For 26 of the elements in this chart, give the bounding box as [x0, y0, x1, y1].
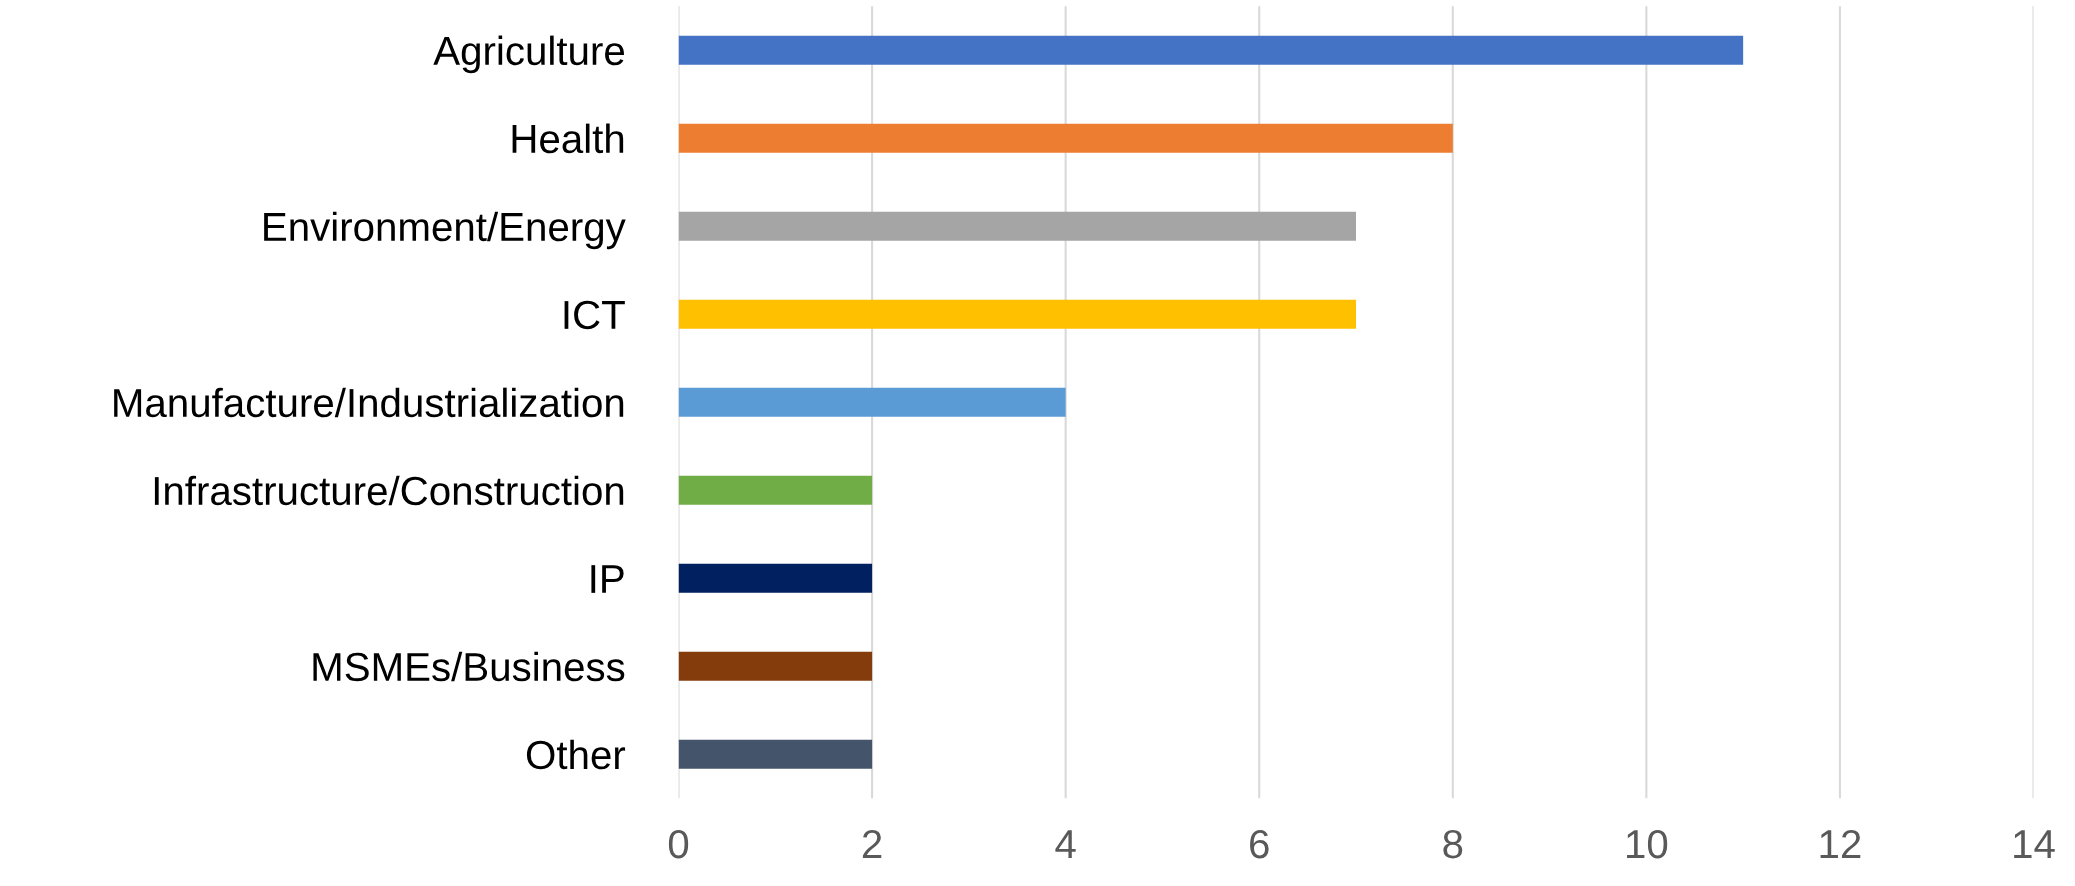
x-tick-label: 10 [1627, 829, 1668, 859]
x-tick-label: 4 [1055, 830, 1076, 859]
y-tick-label: ICT [564, 300, 625, 330]
bar [678, 123, 1453, 153]
y-tick-label: Manufacture/Industrialization [114, 387, 624, 418]
y-tick-label: Health [512, 123, 624, 154]
bar [678, 211, 1357, 241]
bar [678, 35, 1744, 65]
y-tick-label: Environment/Energy [264, 211, 626, 250]
bar [678, 475, 873, 505]
x-tick-label: 6 [1250, 829, 1269, 859]
x-tick-label: 2 [862, 829, 882, 859]
x-tick-label: 12 [1820, 829, 1861, 859]
x-tick-label: 14 [2014, 830, 2055, 859]
x-tick-label: 8 [1443, 829, 1463, 859]
y-tick-label: MSMEs/Business [313, 651, 625, 682]
bar [678, 387, 1066, 417]
y-tick-label: IP [591, 565, 624, 593]
y-tick-label: Other [526, 739, 626, 770]
bar [678, 299, 1357, 329]
bar [678, 563, 873, 593]
y-tick-label: Infrastructure/Construction [154, 475, 624, 506]
x-tick-label: 0 [668, 829, 689, 859]
y-tick-label: Agriculture [433, 35, 624, 74]
bar [678, 739, 873, 769]
bar [678, 651, 873, 681]
